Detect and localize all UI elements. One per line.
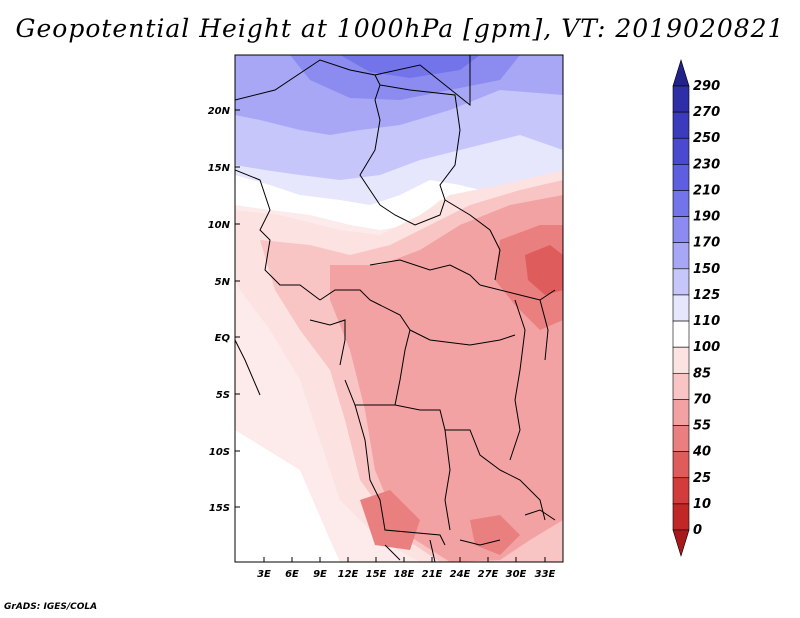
colorbar-swatch: [672, 268, 690, 296]
colorbar-swatch: [672, 320, 690, 348]
lat-label: 20N: [208, 106, 231, 117]
map-frame: [234, 54, 564, 563]
colorbar-swatch: [672, 190, 690, 217]
colorbar: 2902702502302101901701501251101008570554…: [672, 58, 720, 558]
lon-label: 24E: [450, 569, 471, 580]
lon-label: 3E: [257, 569, 271, 580]
colorbar-label: 55: [693, 419, 711, 434]
colorbar-triangle-top: [672, 58, 690, 87]
colorbar-label: 190: [693, 210, 720, 225]
colorbar-label: 70: [693, 392, 711, 407]
colorbar-label: 10: [693, 497, 711, 512]
lat-label: 15S: [209, 503, 230, 514]
colorbar-label: 25: [693, 471, 711, 486]
lon-label: 21E: [422, 569, 443, 580]
colorbar-label: 230: [693, 157, 720, 172]
colorbar-swatch: [672, 503, 690, 531]
lon-axis: 3E 6E 9E 12E 15E 18E 21E 24E 27E 30E 33E: [257, 557, 556, 580]
colorbar-label: 100: [693, 340, 720, 355]
lon-label: 18E: [394, 569, 415, 580]
colorbar-swatch: [672, 85, 690, 113]
lon-label: 15E: [366, 569, 387, 580]
lat-axis: 20N 15N 10N 5N EQ 5S 10S 15S: [208, 106, 240, 514]
colorbar-swatch: [672, 164, 690, 191]
colorbar-label: 250: [693, 131, 720, 146]
colorbar-swatch: [672, 111, 690, 139]
colorbar-label: 270: [693, 105, 720, 120]
lon-label: 12E: [338, 569, 359, 580]
lat-label: EQ: [215, 333, 231, 344]
colorbar-label: 210: [693, 183, 720, 198]
map-title: Geopotential Height at 1000hPa [gpm], VT…: [15, 14, 785, 43]
colorbar-label: 0: [693, 523, 702, 538]
colorbar-swatch: [672, 216, 690, 244]
colorbar-label: 150: [693, 262, 720, 277]
lon-label: 30E: [506, 569, 527, 580]
lat-label: 5S: [216, 390, 230, 401]
colorbar-swatch: [672, 399, 690, 426]
colorbar-label: 110: [693, 314, 720, 329]
colorbar-label: 290: [693, 79, 720, 94]
colorbar-swatch: [672, 477, 690, 505]
colorbar-label: 170: [693, 236, 720, 251]
lon-label: 9E: [313, 569, 327, 580]
lon-label: 33E: [535, 569, 556, 580]
colorbar-label: 40: [692, 445, 711, 460]
grads-credit: GrADS: IGES/COLA: [4, 602, 98, 612]
lat-label: 5N: [215, 277, 231, 288]
lat-label: 10S: [209, 447, 230, 458]
lat-label: 10N: [208, 220, 231, 231]
colorbar-swatch: [672, 294, 690, 322]
colorbar-triangle-bottom: [672, 529, 690, 558]
colorbar-swatch: [672, 425, 690, 452]
lon-label: 6E: [285, 569, 299, 580]
country-borders: [235, 55, 556, 562]
lon-label: 27E: [478, 569, 499, 580]
lat-label: 15N: [208, 163, 231, 174]
colorbar-label: 85: [693, 366, 711, 381]
colorbar-swatch: [672, 242, 690, 270]
colorbar-swatch: [672, 346, 690, 374]
colorbar-swatch: [672, 137, 690, 165]
colorbar-swatch: [672, 451, 690, 479]
colorbar-swatch: [672, 372, 690, 400]
contour-fill: [235, 55, 563, 562]
colorbar-label: 125: [693, 288, 720, 303]
